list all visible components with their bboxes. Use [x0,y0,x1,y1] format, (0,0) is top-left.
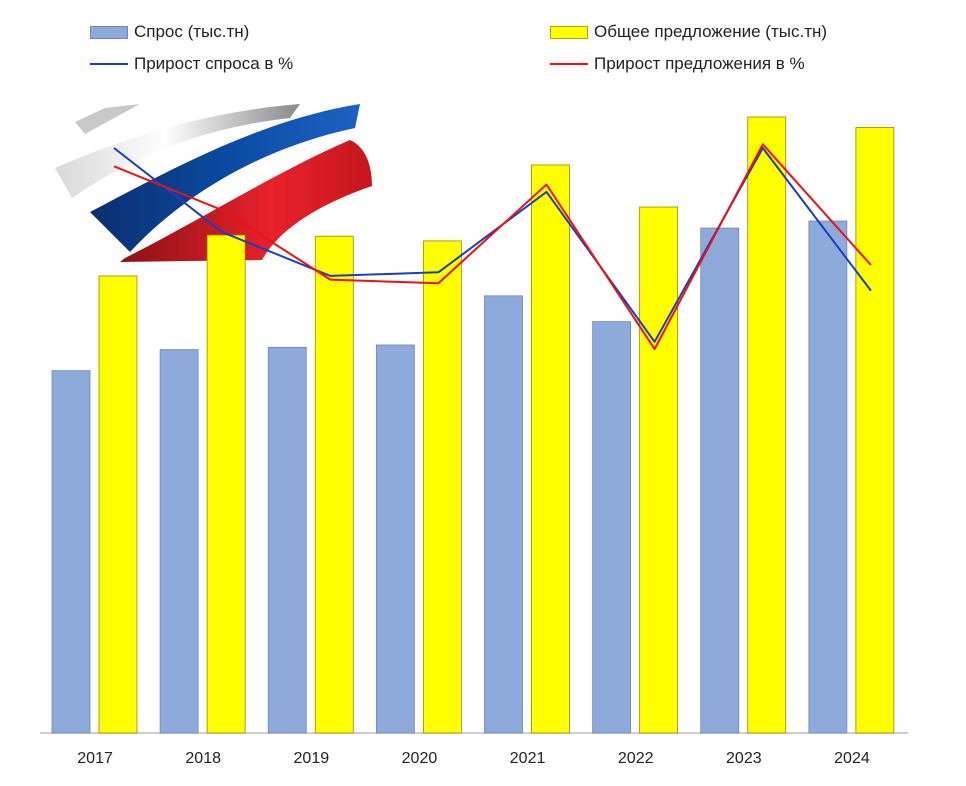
bar-supply-2024 [855,127,895,734]
bar-demand-2020 [375,344,415,734]
legend-label-supply-growth: Прирост предложения в % [594,54,805,73]
bar-demand-2022 [592,321,632,734]
bar-supply-2022 [639,206,679,734]
bar-demand-2018 [159,349,199,734]
x-tick-label-2019: 2019 [294,750,330,767]
legend-swatch-demand [90,25,128,39]
x-axis-ticks: 2017 2018 2019 2020 2021 2022 2023 2024 [77,750,870,767]
legend-swatch-supply-growth [550,63,588,65]
legend-item-supply-growth: Прирост предложения в % [550,54,805,74]
legend-swatch-supply [550,25,588,39]
bar-supply-2023 [747,116,787,734]
x-tick-label-2023: 2023 [726,750,762,767]
bar-supply-2018 [206,234,246,734]
line-supply-growth [113,143,872,351]
legend-label-demand: Спрос (тыс.тн) [134,22,250,41]
x-tick-label-2020: 2020 [402,750,438,767]
x-tick-label-2024: 2024 [834,750,870,767]
bar-supply-2020 [422,240,462,734]
legend-swatch-demand-growth [90,63,128,65]
legend: Спрос (тыс.тн) Общее предложение (тыс.тн… [0,0,966,90]
bar-supply-2017 [98,275,138,734]
legend-item-supply: Общее предложение (тыс.тн) [550,22,827,42]
legend-item-demand-growth: Прирост спроса в % [90,54,293,74]
bar-demand-2021 [484,295,523,734]
bars-group [51,116,895,734]
legend-item-demand: Спрос (тыс.тн) [90,22,249,42]
bar-demand-2024 [808,220,848,734]
bar-supply-2019 [314,235,354,734]
x-tick-label-2021: 2021 [510,750,546,767]
x-tick-label-2018: 2018 [185,750,221,767]
bar-demand-2019 [267,346,307,734]
legend-label-supply: Общее предложение (тыс.тн) [594,22,828,41]
bar-demand-2023 [700,227,740,734]
legend-label-demand-growth: Прирост спроса в % [134,54,294,73]
lines-group [113,143,872,351]
x-tick-label-2017: 2017 [77,750,113,767]
flag-ribbon-icon [55,104,372,262]
bar-demand-2017 [51,370,91,734]
bar-supply-2021 [531,164,570,734]
x-tick-label-2022: 2022 [618,750,654,767]
